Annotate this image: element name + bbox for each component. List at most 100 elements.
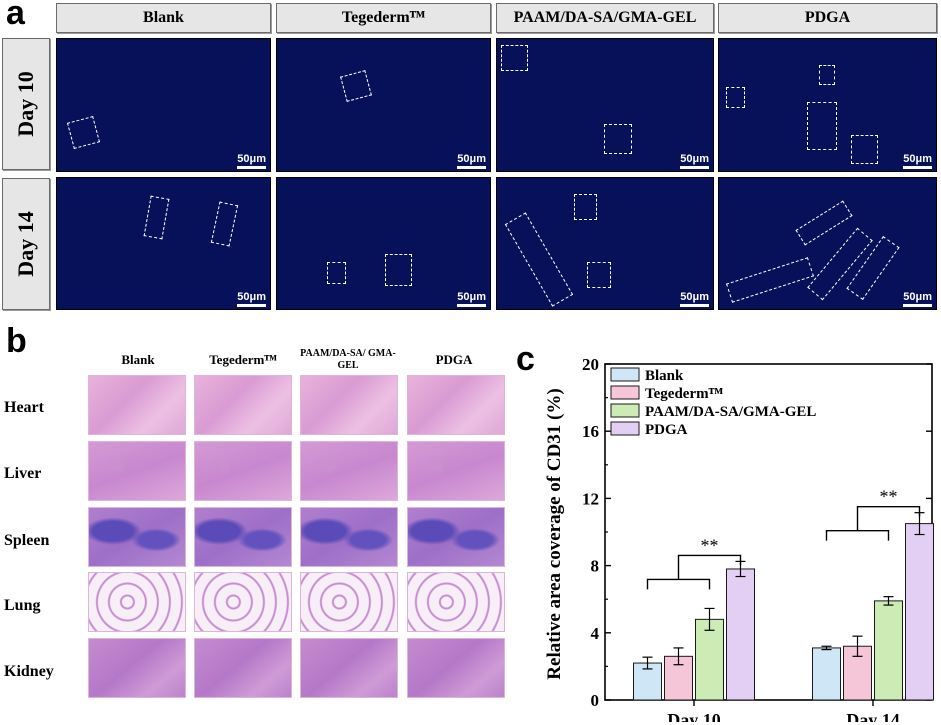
he-image-heart <box>194 375 292 435</box>
significance-bracket <box>825 529 890 541</box>
panel-b-letter: b <box>6 322 27 360</box>
roi-box <box>587 262 611 288</box>
bar <box>695 618 724 701</box>
roi-box <box>604 124 632 154</box>
he-image-spleen <box>194 507 292 567</box>
legend-swatch <box>610 367 640 382</box>
roi-box <box>210 201 239 247</box>
he-image-kidney <box>407 638 505 698</box>
he-image-lung <box>194 572 292 632</box>
y-tick-label: 4 <box>591 624 600 643</box>
scale-bar: 50μm <box>903 153 932 169</box>
significance-bracket <box>856 505 921 531</box>
roi-box <box>143 195 170 240</box>
he-image-liver <box>407 441 505 501</box>
y-tick-label: 20 <box>582 355 599 374</box>
scale-bar: 50μm <box>237 153 266 169</box>
significance-bracket <box>677 554 742 580</box>
he-image-liver <box>300 441 398 501</box>
he-image-lung <box>300 572 398 632</box>
he-image-spleen <box>407 507 505 567</box>
scale-bar: 50μm <box>680 291 709 307</box>
he-image-heart <box>300 375 398 435</box>
roi-box <box>795 200 853 246</box>
row-label-day10: Day 10 <box>13 71 38 137</box>
panel-a-letter: a <box>6 0 25 32</box>
he-image-liver <box>194 441 292 501</box>
he-image-spleen <box>300 507 398 567</box>
legend-label: Tegedermᵀᴹ <box>645 386 723 402</box>
panel-b-column-header: PAAM/DA-SA/ GMA-GEL <box>300 348 396 371</box>
roi-box <box>385 254 412 286</box>
legend-label: PDGA <box>645 422 688 438</box>
micrograph-paam-day10: 50μm <box>496 38 714 172</box>
panel-b-column-header: Tegedermᵀᴹ <box>209 352 277 367</box>
scale-bar: 50μm <box>457 291 486 307</box>
micrograph-blank-day10: 50μm <box>56 38 271 172</box>
panel-b-column-header: PDGA <box>435 352 473 367</box>
y-tick-label: 12 <box>582 489 599 508</box>
he-image-heart <box>407 375 505 435</box>
roi-box <box>851 135 878 164</box>
panel-a-row-header: Day 14 <box>2 178 50 310</box>
roi-box <box>340 70 372 102</box>
legend-swatch <box>610 403 640 418</box>
he-image-lung <box>407 572 505 632</box>
he-image-kidney <box>88 638 186 698</box>
panel-b-column-header: Blank <box>121 352 155 367</box>
he-image-liver <box>88 441 186 501</box>
legend-label: Blank <box>645 368 684 384</box>
y-tick-label: 0 <box>591 691 600 710</box>
panel-a-column-header: Tegedermᵀᴹ <box>276 3 491 33</box>
he-image-heart <box>88 375 186 435</box>
he-image-kidney <box>194 638 292 698</box>
y-axis-label: Relative area coverage of CD31 (%) <box>544 388 565 679</box>
scale-bar: 50μm <box>680 153 709 169</box>
significance-bracket <box>646 578 711 590</box>
micrograph-pdga-day14: 50μm <box>718 177 937 310</box>
he-image-lung <box>88 572 186 632</box>
roi-box <box>726 257 814 303</box>
roi-box <box>327 262 346 284</box>
organ-label: Heart <box>4 399 44 416</box>
panel-a-row-header: Day 10 <box>2 38 50 170</box>
roi-box <box>501 45 528 71</box>
organ-label: Lung <box>4 597 41 614</box>
roi-box <box>504 212 574 307</box>
organ-label: Kidney <box>4 663 54 680</box>
scale-bar: 50μm <box>457 153 486 169</box>
organ-label: Liver <box>4 465 42 482</box>
y-tick-label: 16 <box>582 422 599 441</box>
panel-a-column-header: PDGA <box>718 3 937 33</box>
significance-label: ** <box>880 487 898 507</box>
bar <box>874 600 903 701</box>
micrograph-blank-day14: 50μm <box>56 177 271 310</box>
bar <box>726 568 755 701</box>
panel-a-column-header: Blank <box>56 3 271 33</box>
bar <box>905 523 934 701</box>
panel-a-column-header: PAAM/DA-SA/GMA-GEL <box>496 3 714 33</box>
organ-label: Spleen <box>4 532 50 549</box>
micrograph-pdga-day10: 50μm <box>718 38 937 172</box>
scale-bar: 50μm <box>237 291 266 307</box>
bar <box>812 647 841 701</box>
legend-swatch <box>610 385 640 400</box>
micrograph-paam-day14: 50μm <box>496 177 714 310</box>
x-tick-label: Day 14 <box>846 710 900 722</box>
he-image-kidney <box>300 638 398 698</box>
roi-box <box>807 102 837 150</box>
legend-label: PAAM/DA-SA/GMA-GEL <box>645 404 816 420</box>
roi-box <box>66 115 101 150</box>
scale-bar: 50μm <box>903 291 932 307</box>
roi-box <box>726 87 745 108</box>
micrograph-tegederm-day10: 50μm <box>276 38 491 172</box>
legend-swatch <box>610 421 640 436</box>
he-image-spleen <box>88 507 186 567</box>
y-tick-label: 8 <box>591 557 600 576</box>
x-tick-label: Day 10 <box>667 710 721 722</box>
panel-c-letter: c <box>516 340 535 378</box>
significance-label: ** <box>701 535 719 555</box>
micrograph-tegederm-day14: 50μm <box>276 177 491 310</box>
roi-box <box>819 65 835 85</box>
cd31-bar-chart: Relative area coverage of CD31 (%) 0 4 8 12… <box>544 355 934 722</box>
